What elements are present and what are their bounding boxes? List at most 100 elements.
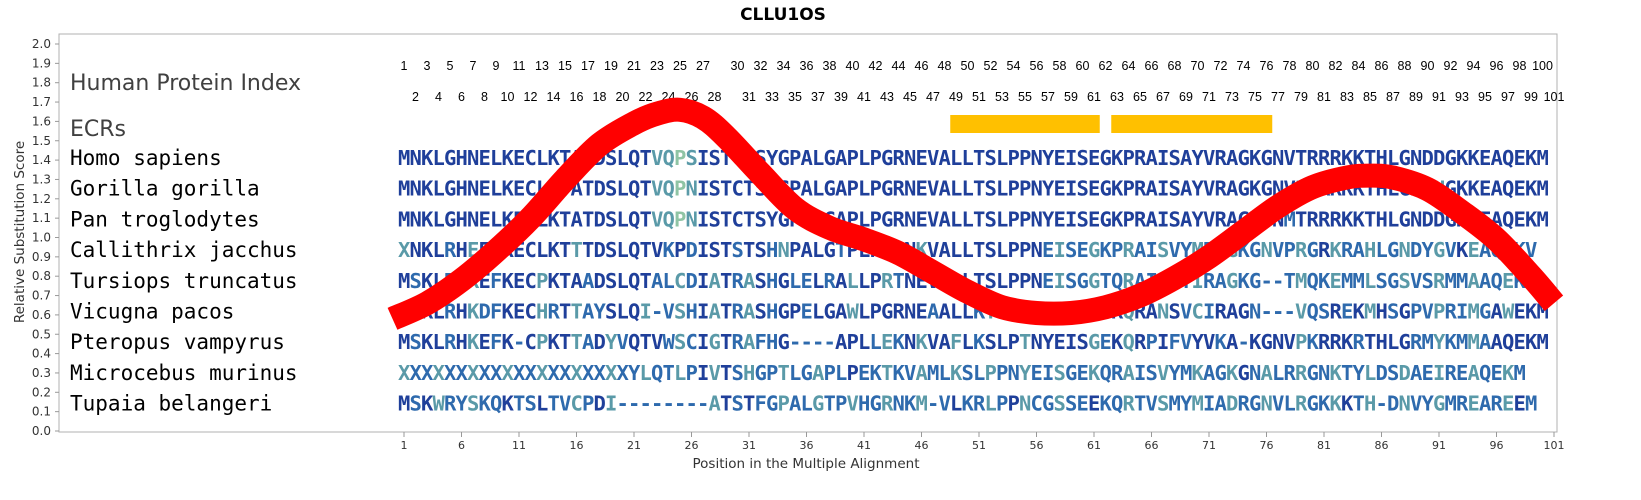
residue: S: [1399, 269, 1411, 293]
residue: T: [824, 392, 836, 416]
residue: A: [939, 177, 952, 201]
residue: K: [1330, 238, 1343, 262]
human-index-number: 84: [1352, 59, 1366, 73]
residue: E: [513, 300, 525, 324]
residue: L: [812, 238, 824, 262]
human-index-number: 22: [639, 90, 653, 104]
sequence-row: XXXXXXXXXXXXXXXXXXXXYLQTLPIVTSHGPTLGAPLP…: [398, 361, 1526, 385]
residue: V: [651, 238, 663, 262]
residue: K: [1502, 361, 1515, 385]
residue: L: [1387, 207, 1399, 231]
human-index-number: 73: [1225, 90, 1239, 104]
residue: R: [893, 300, 906, 324]
residue: C: [525, 269, 537, 293]
residue: E: [1514, 146, 1526, 170]
residue: C: [525, 330, 537, 354]
residue: L: [674, 361, 686, 385]
residue: R: [1330, 330, 1343, 354]
y-tick-label: 0.0: [32, 424, 51, 438]
x-tick-label: 81: [1317, 439, 1331, 452]
residue: L: [950, 300, 962, 324]
residue: A: [939, 330, 952, 354]
residue: K: [1111, 177, 1124, 201]
residue: M: [1525, 392, 1537, 416]
residue: E: [1077, 238, 1089, 262]
residue: A: [1180, 207, 1193, 231]
residue: E: [916, 207, 928, 231]
residue: A: [939, 207, 952, 231]
residue: X: [490, 361, 503, 385]
residue: E: [1491, 361, 1503, 385]
residue: A: [582, 300, 595, 324]
residue: P: [996, 392, 1008, 416]
human-index-number: 1: [401, 59, 408, 73]
residue: M: [398, 392, 410, 416]
residue: L: [962, 146, 974, 170]
residue: I: [1203, 392, 1215, 416]
residue: G: [824, 238, 836, 262]
residue: X: [433, 361, 446, 385]
human-index-number: 6: [458, 90, 465, 104]
residue: -: [1284, 300, 1296, 324]
human-index-number: 52: [984, 59, 998, 73]
residue: G: [444, 177, 456, 201]
residue: N: [1019, 392, 1031, 416]
residue: -: [789, 330, 801, 354]
residue: P: [1433, 300, 1445, 324]
residue: A: [1203, 361, 1216, 385]
residue: V: [1157, 361, 1169, 385]
residue: P: [766, 361, 778, 385]
residue: G: [1433, 392, 1445, 416]
residue: K: [502, 392, 515, 416]
y-tick-label: 1.7: [32, 95, 51, 109]
residue: L: [1376, 238, 1388, 262]
residue: D: [1387, 392, 1399, 416]
x-tick-label: 1: [401, 439, 408, 452]
residue: T: [1100, 269, 1112, 293]
residue: G: [881, 300, 893, 324]
residue: L: [858, 300, 870, 324]
residue: R: [1238, 392, 1251, 416]
residue: L: [939, 361, 951, 385]
residue: K: [548, 330, 561, 354]
residue: K: [548, 269, 561, 293]
y-tick-label: 0.3: [32, 366, 51, 380]
residue: P: [778, 392, 790, 416]
residue: R: [1215, 177, 1228, 201]
residue: Y: [1042, 146, 1055, 170]
residue: L: [433, 330, 445, 354]
y-tick-label: 0.4: [32, 347, 51, 361]
residue: -: [824, 330, 836, 354]
human-index-number: 21: [627, 59, 641, 73]
residue: R: [1284, 361, 1297, 385]
residue: T: [778, 361, 790, 385]
residue: L: [663, 269, 675, 293]
residue: S: [755, 269, 767, 293]
residue: R: [1307, 146, 1320, 170]
residue: K: [421, 392, 434, 416]
residue: L: [996, 330, 1008, 354]
human-index-number: 78: [1283, 59, 1297, 73]
y-tick-label: 0.7: [32, 289, 51, 303]
residue: K: [421, 177, 434, 201]
residue: I: [697, 177, 709, 201]
residue: E: [513, 269, 525, 293]
residue: A: [939, 238, 952, 262]
residue: P: [870, 146, 882, 170]
human-index-number: 46: [915, 59, 929, 73]
plot-frame: [58, 33, 1558, 433]
residue: S: [732, 361, 744, 385]
residue: D: [686, 238, 698, 262]
residue: P: [1019, 177, 1031, 201]
residue: W: [433, 392, 446, 416]
human-index-number: 90: [1421, 59, 1435, 73]
residue: H: [1376, 330, 1388, 354]
residue: A: [812, 361, 825, 385]
residue: S: [605, 300, 617, 324]
residue: S: [1077, 177, 1089, 201]
residue: L: [433, 177, 445, 201]
residue: I: [640, 300, 652, 324]
residue: E: [1100, 330, 1112, 354]
residue: I: [605, 392, 617, 416]
residue: N: [1157, 300, 1169, 324]
